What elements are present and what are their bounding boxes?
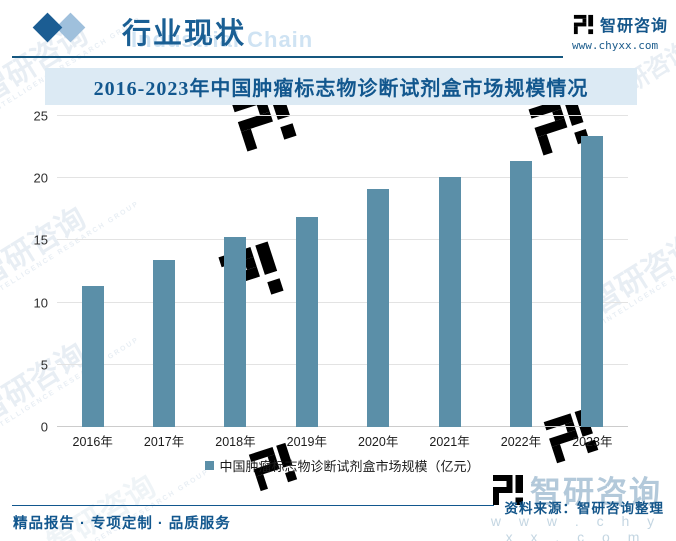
y-tick-label-5: 5: [40, 357, 48, 373]
gridline-25: [57, 115, 628, 116]
y-tick-label-20: 20: [33, 170, 48, 186]
x-tick-label-2016年: 2016年: [72, 435, 113, 449]
bar-2020年: [367, 189, 390, 427]
brand-url: www.chyxx.com: [572, 39, 659, 52]
y-tick-label-10: 10: [33, 295, 48, 311]
bar-2019年: [295, 216, 318, 427]
footer-watermark-url: w w w . c h y x x . c o m: [490, 513, 662, 541]
brand-name: 智研咨询: [600, 18, 669, 35]
y-tick-label-15: 15: [33, 232, 48, 248]
footer-slogan: 精品报告 · 专项定制 · 品质服务: [13, 516, 231, 532]
brand-block: 智研咨询 www.chyxx.com: [572, 12, 668, 52]
gridline-15: [57, 239, 628, 241]
x-axis: 2016年 2017年 2018年 2019年 2020年 2021年 2022年 2023年: [57, 431, 628, 449]
chart-title: 2016-2023年中国肿瘤标志物诊断试剂盒市场规模情况: [93, 78, 589, 100]
bar-2022年: [509, 160, 532, 427]
x-tick-label-2021年: 2021年: [429, 435, 470, 449]
gridline-0: [57, 426, 628, 427]
legend-label: 中国肿瘤标志物诊断试剂盒市场规模（亿元）: [219, 459, 480, 474]
y-tick-label-25: 25: [33, 108, 48, 124]
x-tick-label-2018年: 2018年: [215, 435, 256, 449]
gridline-5: [57, 363, 628, 365]
chain-watermark-text: Industrial Chain: [131, 27, 314, 52]
x-tick-label-2020年: 2020年: [358, 435, 399, 449]
legend-swatch: [205, 461, 215, 470]
x-tick-label-2022年: 2022年: [500, 435, 542, 449]
footer-brand-watermark: 智研咨询 w w w . c h y x x . c o m: [482, 467, 670, 541]
bar-2017年: [153, 260, 176, 427]
bar-2018年: [224, 236, 247, 427]
chart-legend: 中国肿瘤标志物诊断试剂盒市场规模（亿元）: [57, 456, 628, 475]
x-tick-label-2019年: 2019年: [286, 435, 327, 449]
data-source-note: 资料来源：智研咨询整理: [504, 501, 664, 516]
footer-divider: [12, 505, 494, 506]
plot-area: 0 5 10 15 20 25: [34, 110, 628, 434]
gridline-10: [57, 301, 628, 303]
bar-2021年: [438, 176, 461, 427]
bar-2023年: [581, 135, 604, 427]
footer-watermark-brand: 智研咨询: [530, 475, 662, 510]
page-title: 行业现状: [122, 18, 247, 50]
x-tick-label-2017年: 2017年: [143, 435, 185, 449]
gridline-20: [57, 177, 628, 179]
bar-2016年: [81, 286, 104, 427]
header-divider: [12, 56, 563, 58]
x-tick-label-2023年: 2023年: [572, 435, 613, 449]
chart-title-band: 2016-2023年中国肿瘤标志物诊断试剂盒市场规模情况: [45, 68, 637, 105]
y-tick-label-0: 0: [40, 419, 48, 435]
chyxx-logo-icon: [573, 14, 594, 34]
